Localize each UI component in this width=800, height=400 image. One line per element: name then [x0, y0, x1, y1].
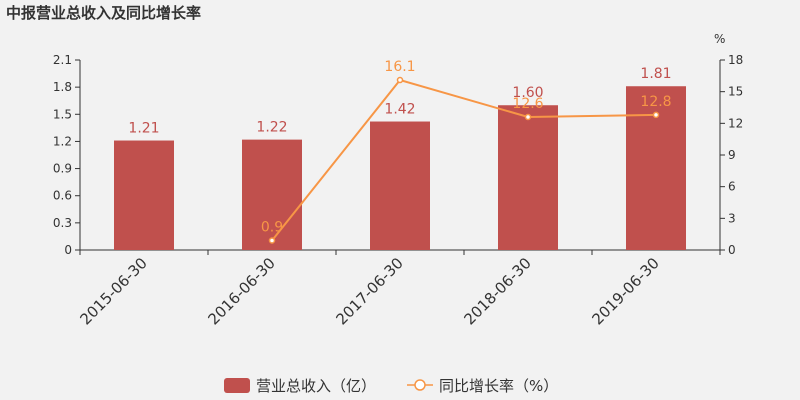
left-axis-tick-label: 0.3 [53, 216, 72, 230]
left-axis-tick-label: 0 [64, 243, 72, 257]
line-value-label: 12.8 [640, 94, 671, 110]
bar-value-label: 1.81 [640, 66, 671, 82]
bar-value-label: 1.22 [256, 120, 287, 136]
line-point [268, 237, 276, 244]
legend-line-marker [414, 379, 426, 391]
x-axis-tick-label: 2016-06-30 [204, 254, 278, 328]
bar-value-label: 1.60 [512, 85, 543, 101]
right-axis-tick-label: 15 [728, 85, 743, 99]
bar-value-label: 1.42 [384, 102, 415, 118]
x-axis-tick-label: 2018-06-30 [460, 254, 534, 328]
legend-bar-label: 营业总收入（亿） [256, 377, 376, 395]
bar-value-label: 1.21 [128, 121, 159, 137]
bar [370, 121, 430, 251]
right-axis-tick-label: 18 [728, 53, 743, 67]
right-axis-tick-label: 9 [728, 148, 736, 162]
line-path [271, 78, 657, 242]
left-axis-tick-label: 1.5 [53, 107, 72, 121]
line-series [268, 76, 660, 244]
line-point [396, 76, 404, 84]
right-axis-unit: % [714, 32, 725, 46]
x-axis-tick-label: 2017-06-30 [332, 254, 406, 328]
left-axis-tick-label: 2.1 [53, 53, 72, 67]
left-axis-tick-label: 0.6 [53, 189, 72, 203]
right-axis-tick-label: 3 [728, 211, 736, 225]
right-axis-tick-label: 0 [728, 243, 736, 257]
bar [242, 139, 302, 250]
left-axis-tick-label: 1.2 [53, 134, 72, 148]
data-labels: 1.21 1.22 1.42 1.60 1.81 0.9 16.1 12.6 12.8 [128, 59, 671, 235]
right-axis-tick-label: 12 [728, 116, 743, 130]
legend-line-label: 同比增长率（%） [439, 377, 558, 395]
line-point [652, 111, 660, 119]
bar-series [114, 86, 686, 251]
left-axis-tick-label: 0.9 [53, 162, 72, 176]
chart-title: 中报营业总收入及同比增长率 [6, 4, 201, 22]
line-value-label: 12.6 [512, 96, 543, 112]
left-axis-tick-label: 1.8 [53, 80, 72, 94]
bar [498, 105, 558, 250]
line-value-label: 16.1 [384, 59, 415, 75]
line-value-label: 0.9 [261, 220, 283, 236]
legend: 营业总收入（亿） 同比增长率（%） [224, 377, 558, 395]
x-axis-tick-label: 2019-06-30 [588, 254, 662, 328]
x-axis-tick-label: 2015-06-30 [76, 254, 150, 328]
bar [114, 140, 174, 250]
legend-bar-swatch [224, 378, 250, 393]
line-point [524, 113, 532, 121]
right-axis-tick-label: 6 [728, 180, 736, 194]
bar [626, 86, 686, 250]
